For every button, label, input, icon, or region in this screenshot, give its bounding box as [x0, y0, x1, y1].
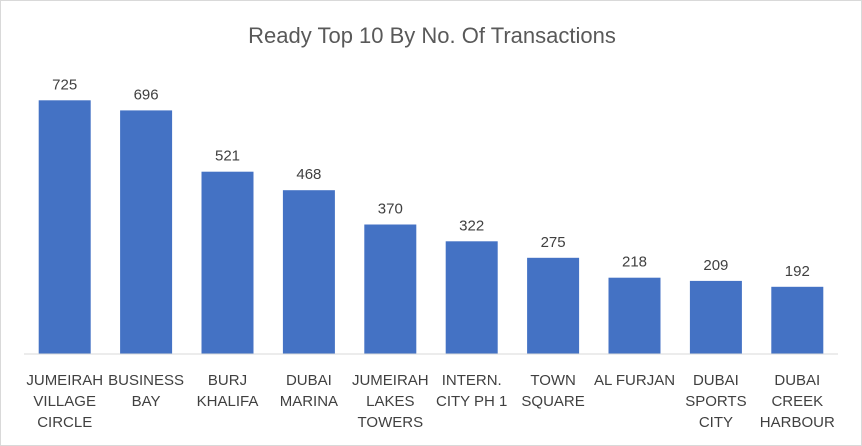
value-label-3: 521 — [215, 148, 240, 165]
category-labels-group: JUMEIRAH VILLAGE CIRCLE BUSINESS BAY BURJ KHAL… — [26, 372, 835, 431]
category-label-2: BUSINESS BAY — [108, 372, 184, 410]
category-label-line: BUSINESS — [108, 372, 184, 389]
category-label-line: MARINA — [280, 393, 338, 410]
bar-4 — [282, 190, 335, 354]
chart-title: Ready Top 10 By No. Of Transactions — [248, 23, 616, 48]
category-label-line: HARBOUR — [760, 414, 835, 431]
value-labels-group: 725 696 521 468 370 322 275 218 209 192 — [52, 76, 810, 279]
bar-6 — [445, 241, 498, 354]
category-label-line: SQUARE — [521, 393, 584, 410]
category-label-line: DUBAI — [693, 372, 739, 389]
category-label-line: TOWN — [530, 372, 576, 389]
category-label-line: DUBAI — [774, 372, 820, 389]
bar-7 — [527, 257, 580, 355]
category-label-line: JUMEIRAH — [26, 372, 103, 389]
value-label-7: 275 — [541, 234, 566, 251]
category-label-line: JUMEIRAH — [352, 372, 429, 389]
category-label-line: TOWERS — [358, 414, 424, 431]
value-label-10: 192 — [785, 263, 810, 280]
category-label-4: DUBAI MARINA — [280, 372, 338, 410]
bar-5 — [364, 224, 417, 354]
bar-10 — [771, 286, 824, 354]
category-label-line: AL FURJAN — [594, 372, 675, 389]
category-label-line: INTERN. — [442, 372, 502, 389]
category-label-10: DUBAI CREEK HARBOUR — [760, 372, 835, 431]
bars-group — [38, 100, 824, 355]
value-label-8: 218 — [622, 254, 647, 271]
value-label-5: 370 — [378, 201, 403, 218]
category-label-3: BURJ KHALIFA — [197, 372, 259, 410]
category-label-line: LAKES — [366, 393, 414, 410]
category-label-line: VILLAGE — [33, 393, 96, 410]
value-label-9: 209 — [703, 257, 728, 274]
bar-2 — [120, 110, 173, 355]
value-label-6: 322 — [459, 217, 484, 234]
bar-1 — [38, 100, 91, 355]
value-label-4: 468 — [296, 166, 321, 183]
bar-8 — [608, 277, 661, 354]
category-label-line: CIRCLE — [37, 414, 92, 431]
category-label-7: TOWN SQUARE — [521, 372, 584, 410]
category-label-line: CITY PH 1 — [436, 393, 507, 410]
category-label-1: JUMEIRAH VILLAGE CIRCLE — [26, 372, 103, 431]
category-label-line: KHALIFA — [197, 393, 259, 410]
category-label-line: CITY — [699, 414, 733, 431]
value-label-1: 725 — [52, 76, 77, 93]
bar-9 — [689, 280, 742, 354]
category-label-8: AL FURJAN — [594, 372, 675, 389]
category-label-line: SPORTS — [685, 393, 746, 410]
category-label-line: DUBAI — [286, 372, 332, 389]
bar-3 — [201, 171, 254, 354]
category-label-6: INTERN. CITY PH 1 — [436, 372, 507, 410]
category-label-line: BAY — [132, 393, 161, 410]
category-label-line: BURJ — [208, 372, 247, 389]
category-label-9: DUBAI SPORTS CITY — [685, 372, 746, 431]
value-label-2: 696 — [134, 86, 159, 103]
category-label-line: CREEK — [771, 393, 823, 410]
category-label-5: JUMEIRAH LAKES TOWERS — [352, 372, 429, 431]
